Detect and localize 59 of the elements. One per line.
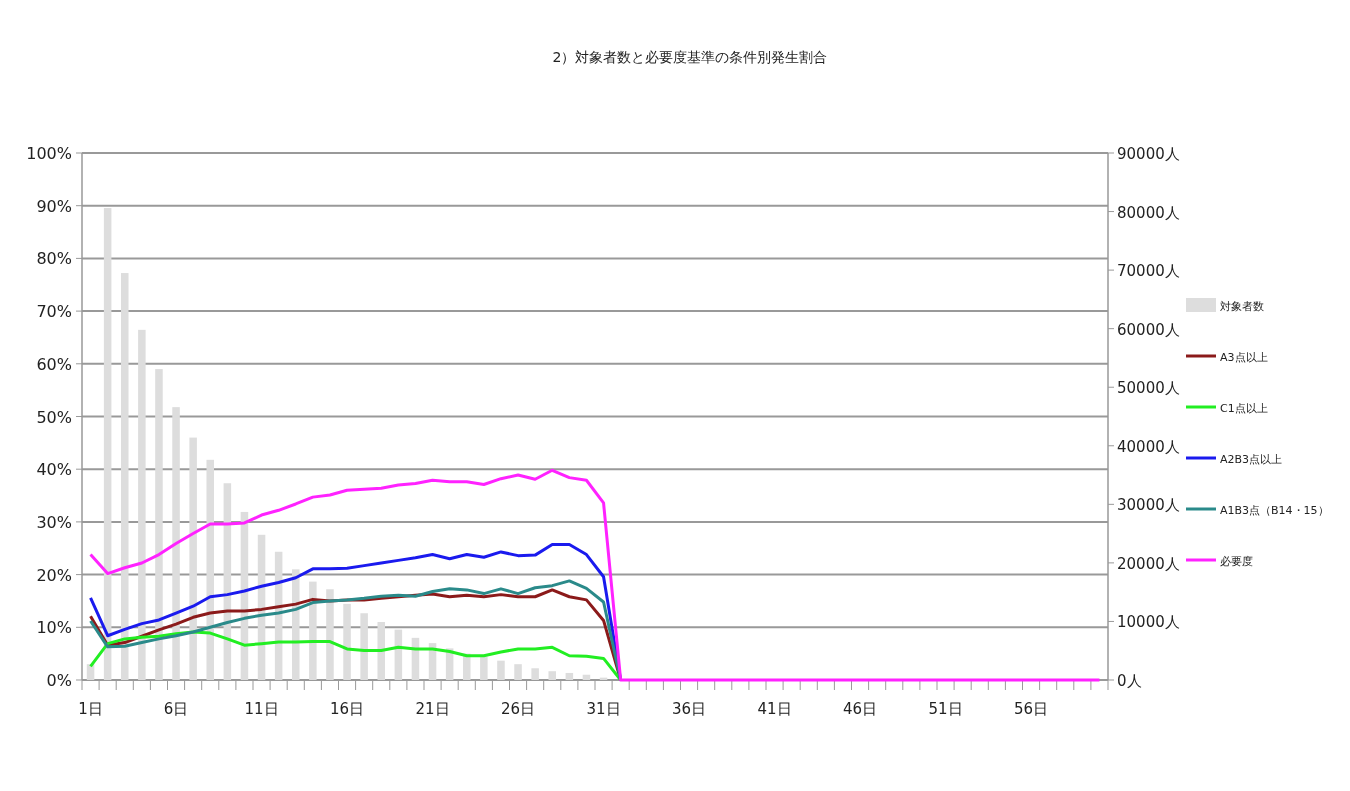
y-tick-label: 50%: [36, 407, 72, 427]
legend-label: A3点以上: [1220, 351, 1268, 364]
y-tick-label: 30%: [36, 512, 72, 532]
bar: [360, 613, 368, 680]
y2-tick-label: 20000人: [1117, 554, 1180, 573]
legend-label: A1B3点（B14・15）: [1220, 504, 1329, 517]
y2-tick-label: 80000人: [1117, 203, 1180, 222]
bar: [377, 622, 386, 680]
x-tick-label: 56日: [1014, 700, 1049, 718]
x-tick-label: 46日: [843, 700, 878, 718]
bar: [172, 407, 180, 680]
y2-tick-label: 70000人: [1117, 262, 1180, 281]
y-tick-label: 100%: [26, 144, 72, 163]
x-tick-label: 21日: [415, 700, 450, 718]
bar: [565, 672, 574, 680]
y-tick-label: 70%: [36, 302, 72, 322]
y-tick-label: 10%: [36, 618, 72, 638]
y2-tick-label: 0人: [1117, 672, 1142, 690]
y2-tick-label: 10000人: [1117, 613, 1180, 632]
bar: [291, 569, 300, 680]
x-tick-label: 36日: [672, 700, 707, 718]
bar: [103, 208, 112, 680]
bar: [514, 664, 522, 680]
bar: [189, 437, 197, 680]
y-tick-label: 90%: [36, 196, 72, 216]
bar: [531, 668, 539, 680]
x-tick-label: 31日: [586, 700, 621, 718]
x-tick-label: 26日: [501, 700, 536, 718]
bar: [120, 273, 129, 680]
bar: [497, 660, 505, 680]
x-tick-label: 51日: [928, 700, 963, 718]
legend-label: 必要度: [1220, 555, 1253, 568]
bar: [548, 671, 557, 680]
y-tick-label: 20%: [36, 565, 72, 585]
x-tick-label: 16日: [330, 700, 365, 718]
bar: [138, 329, 146, 680]
bar: [343, 603, 351, 680]
bar: [309, 581, 317, 680]
bar: [206, 459, 215, 680]
y2-tick-label: 30000人: [1117, 496, 1180, 515]
y2-tick-label: 40000人: [1117, 437, 1180, 456]
bar: [326, 589, 334, 680]
y-tick-label: 80%: [36, 249, 72, 269]
y-tick-label: 60%: [36, 354, 72, 374]
x-tick-label: 6日: [163, 700, 189, 718]
bar: [155, 369, 163, 680]
y2-tick-label: 90000人: [1117, 145, 1180, 163]
x-tick-label: 11日: [244, 700, 279, 718]
y2-tick-label: 50000人: [1117, 379, 1180, 398]
legend-label: A2B3点以上: [1220, 453, 1283, 466]
y-tick-label: 40%: [36, 460, 72, 480]
legend-label: C1点以上: [1220, 402, 1268, 415]
chart-title: 2）対象者数と必要度基準の条件別発生割合: [552, 49, 828, 65]
y-tick-label: 0%: [46, 671, 72, 690]
bar: [480, 656, 488, 680]
x-tick-label: 1日: [78, 700, 103, 718]
legend-label: 対象者数: [1220, 300, 1264, 313]
y2-tick-label: 60000人: [1117, 320, 1180, 339]
x-tick-label: 41日: [757, 700, 792, 718]
